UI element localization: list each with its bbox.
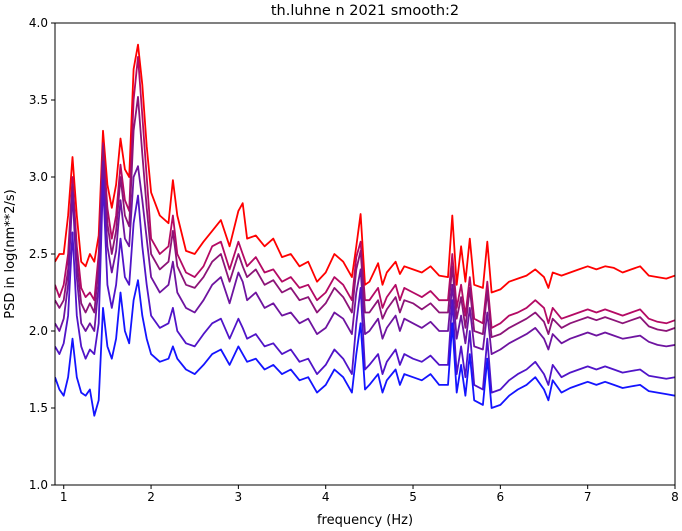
series-line-1 (55, 43, 675, 294)
y-tick-label: 2.0 (29, 324, 48, 338)
x-tick-label: 6 (497, 490, 505, 504)
series-line-3 (55, 96, 675, 339)
series-line-6 (55, 279, 675, 417)
y-axis-label: PSD in log(nm**2/s) (3, 189, 18, 319)
x-tick-label: 3 (235, 490, 243, 504)
y-tick-label: 4.0 (29, 16, 48, 30)
y-tick-label: 1.5 (29, 401, 48, 415)
series-line-2 (55, 56, 675, 329)
x-axis-ticks: 1 2 3 4 5 6 7 8 (60, 485, 679, 504)
series-line-5 (55, 179, 675, 394)
y-tick-label: 3.0 (29, 170, 48, 184)
x-tick-label: 5 (409, 490, 417, 504)
x-axis-label: frequency (Hz) (317, 513, 413, 528)
x-tick-label: 8 (671, 490, 679, 504)
y-tick-label: 2.5 (29, 247, 48, 261)
x-tick-label: 4 (322, 490, 330, 504)
x-tick-label: 2 (147, 490, 155, 504)
series-line-4 (55, 160, 675, 356)
chart-title: th.luhne n 2021 smooth:2 (271, 3, 459, 19)
y-axis-ticks: 1.0 1.5 2.0 2.5 3.0 3.5 4.0 (29, 16, 55, 492)
x-tick-label: 7 (584, 490, 592, 504)
x-tick-label: 1 (60, 490, 68, 504)
series-layer (55, 43, 675, 417)
y-tick-label: 1.0 (29, 478, 48, 492)
y-tick-label: 3.5 (29, 93, 48, 107)
